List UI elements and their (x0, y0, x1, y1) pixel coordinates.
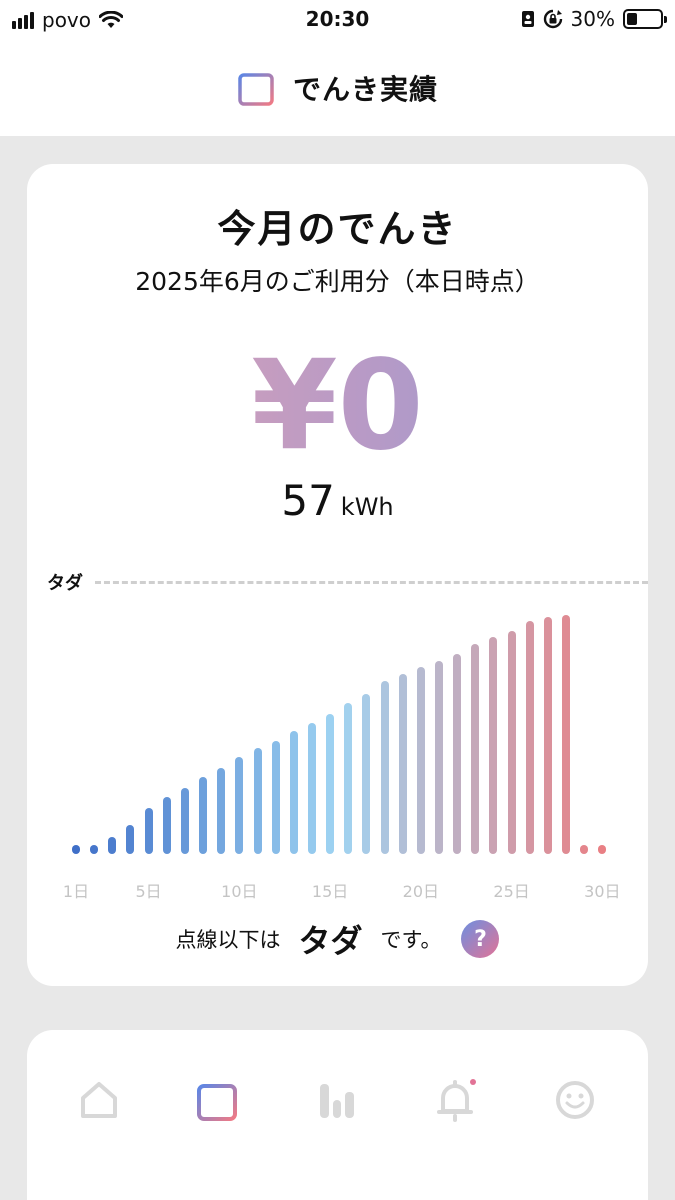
bar-day-11 (253, 748, 262, 854)
status-time: 20:30 (305, 7, 370, 31)
bar-day-25 (507, 631, 516, 854)
signal-icon (12, 11, 34, 29)
bar-day-5 (144, 808, 153, 854)
monthly-usage-card: 今月のでんき 2025年6月のご利用分（本日時点） ¥0 57 kWh タダ 1日… (27, 164, 648, 986)
x-tick-label: 5日 (135, 882, 162, 901)
note-text-after: です。 (380, 928, 442, 952)
rotation-lock-icon (543, 9, 562, 29)
help-button[interactable]: ? (461, 920, 500, 958)
bar-day-27 (543, 616, 552, 854)
bar-day-30 (598, 845, 607, 854)
bar-day-7 (180, 788, 189, 854)
battery-percent: 30% (570, 7, 615, 31)
nav-profile[interactable] (553, 1078, 597, 1122)
bar-day-1 (72, 845, 80, 854)
bar-day-12 (271, 741, 280, 854)
bell-icon (437, 1079, 476, 1122)
bar-day-24 (489, 636, 498, 854)
free-note: 点線以下は タダ です。 ? (27, 916, 648, 962)
bar-chart-icon (320, 1084, 354, 1118)
nav-stats[interactable] (315, 1078, 359, 1122)
bar-day-29 (580, 845, 589, 854)
calendar-icon (197, 1079, 237, 1121)
status-bar: povo 20:30 30% (0, 0, 675, 40)
bar-day-8 (199, 776, 208, 854)
usage-value: 57 (281, 476, 335, 525)
x-tick-label: 25日 (493, 882, 530, 901)
bar-day-21 (435, 661, 443, 854)
x-tick-label: 30日 (584, 882, 621, 901)
x-tick-label: 10日 (221, 882, 258, 901)
x-tick-label: 20日 (402, 882, 440, 901)
card-subtitle: 2025年6月のご利用分（本日時点） (135, 267, 540, 296)
x-tick-label: 1日 (62, 882, 90, 901)
bar-day-6 (162, 796, 171, 854)
bar-day-4 (126, 825, 135, 854)
bar-day-22 (453, 654, 462, 854)
status-left: povo (12, 8, 124, 32)
bar-day-2 (90, 845, 99, 854)
bar-day-19 (398, 674, 407, 854)
carrier-name: povo (42, 8, 92, 32)
bottom-nav (27, 1030, 648, 1200)
price-amount: ¥0 (27, 334, 648, 478)
card-title: 今月のでんき (217, 207, 458, 251)
bar-day-17 (362, 694, 371, 854)
free-line-label: タダ (47, 573, 83, 594)
bar-day-20 (416, 666, 425, 854)
free-threshold-line (95, 581, 648, 584)
bar-day-3 (108, 836, 117, 854)
bar-day-10 (235, 756, 244, 854)
note-text-before: 点線以下は (175, 928, 281, 952)
wifi-icon (99, 11, 124, 28)
app-header: でんき実績 (0, 40, 675, 136)
bar-day-23 (471, 644, 480, 854)
daily-usage-chart (27, 604, 648, 854)
nav-home[interactable] (77, 1078, 121, 1122)
nav-notifications[interactable] (433, 1078, 477, 1122)
bar-day-14 (307, 722, 316, 854)
usage-unit: kWh (340, 493, 394, 521)
usage-amount: 57 kWh (27, 476, 648, 525)
x-tick-label: 15日 (311, 882, 349, 901)
home-icon (81, 1082, 117, 1118)
bar-day-13 (289, 731, 298, 854)
bar-day-18 (380, 681, 389, 854)
status-right: 30% (521, 7, 667, 31)
bar-day-15 (326, 714, 335, 854)
bar-day-16 (344, 702, 353, 854)
bar-day-28 (562, 615, 571, 854)
bar-day-9 (217, 768, 226, 854)
bar-day-26 (525, 621, 534, 854)
smiley-icon (556, 1081, 594, 1119)
note-emphasis: タダ (298, 922, 363, 960)
sim-icon (521, 11, 534, 27)
battery-icon (623, 9, 667, 29)
battery-level (627, 13, 637, 25)
calendar-icon (238, 69, 274, 106)
page-title: でんき実績 (292, 73, 438, 106)
nav-calendar[interactable] (195, 1078, 239, 1122)
x-axis-ticks: 1日 5日 10日 15日 20日 25日 30日 (27, 878, 648, 902)
